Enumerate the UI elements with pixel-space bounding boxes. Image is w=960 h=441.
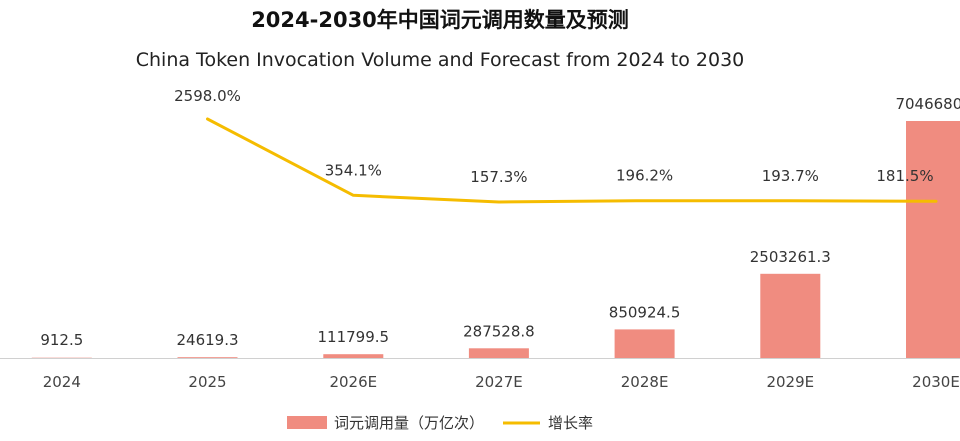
growth-line-series: 2598.0% 354.1% 157.3% 196.2% 193.7% 181.5% — [174, 87, 938, 204]
bar-label-2029E: 2503261.3 — [750, 248, 831, 266]
line-label-2030E: 181.5% — [876, 167, 933, 185]
x-tick-2025: 2025 — [188, 373, 226, 391]
line-label-2029E: 193.7% — [762, 167, 819, 185]
line-label-2026E: 354.1% — [325, 161, 382, 179]
bar-label-2025: 24619.3 — [176, 331, 238, 349]
bar-label-2026E: 111799.5 — [318, 328, 390, 346]
x-axis-ticks: 2024 2025 2026E 2027E 2028E 2029E 2030E — [43, 373, 960, 391]
line-label-2025: 2598.0% — [174, 87, 241, 105]
growth-line — [206, 117, 938, 204]
x-tick-2030E: 2030E — [912, 373, 960, 391]
bar-label-2030E: 7046680.4 — [895, 95, 960, 113]
x-tick-2028E: 2028E — [621, 373, 669, 391]
bar-label-2028E: 850924.5 — [609, 303, 681, 321]
legend: 词元调用量（万亿次） 增长率 — [287, 414, 593, 432]
chart-subtitle: China Token Invocation Volume and Foreca… — [136, 49, 745, 71]
legend-label-line: 增长率 — [548, 414, 593, 432]
bar-2028E — [614, 329, 675, 358]
bars: 912.5 24619.3 111799.5 287528.8 850924.5 2503… — [31, 95, 960, 358]
x-tick-2027E: 2027E — [475, 373, 523, 391]
bar-2027E — [468, 348, 529, 358]
x-tick-2029E: 2029E — [766, 373, 814, 391]
line-label-2027E: 157.3% — [470, 168, 527, 186]
bar-2026E — [323, 354, 384, 358]
bar-label-2027E: 287528.8 — [463, 322, 535, 340]
legend-swatch-bar — [287, 416, 327, 429]
legend-label-bar: 词元调用量（万亿次） — [334, 414, 484, 432]
bar-2029E — [760, 273, 821, 358]
bar-label-2024: 912.5 — [40, 331, 83, 349]
bar-2025 — [177, 357, 238, 358]
line-label-2028E: 196.2% — [616, 167, 673, 185]
x-tick-2024: 2024 — [43, 373, 81, 391]
chart-title: 2024-2030年中国词元调用数量及预测 — [251, 8, 629, 32]
x-tick-2026E: 2026E — [329, 373, 377, 391]
bar-2030E — [906, 121, 960, 358]
